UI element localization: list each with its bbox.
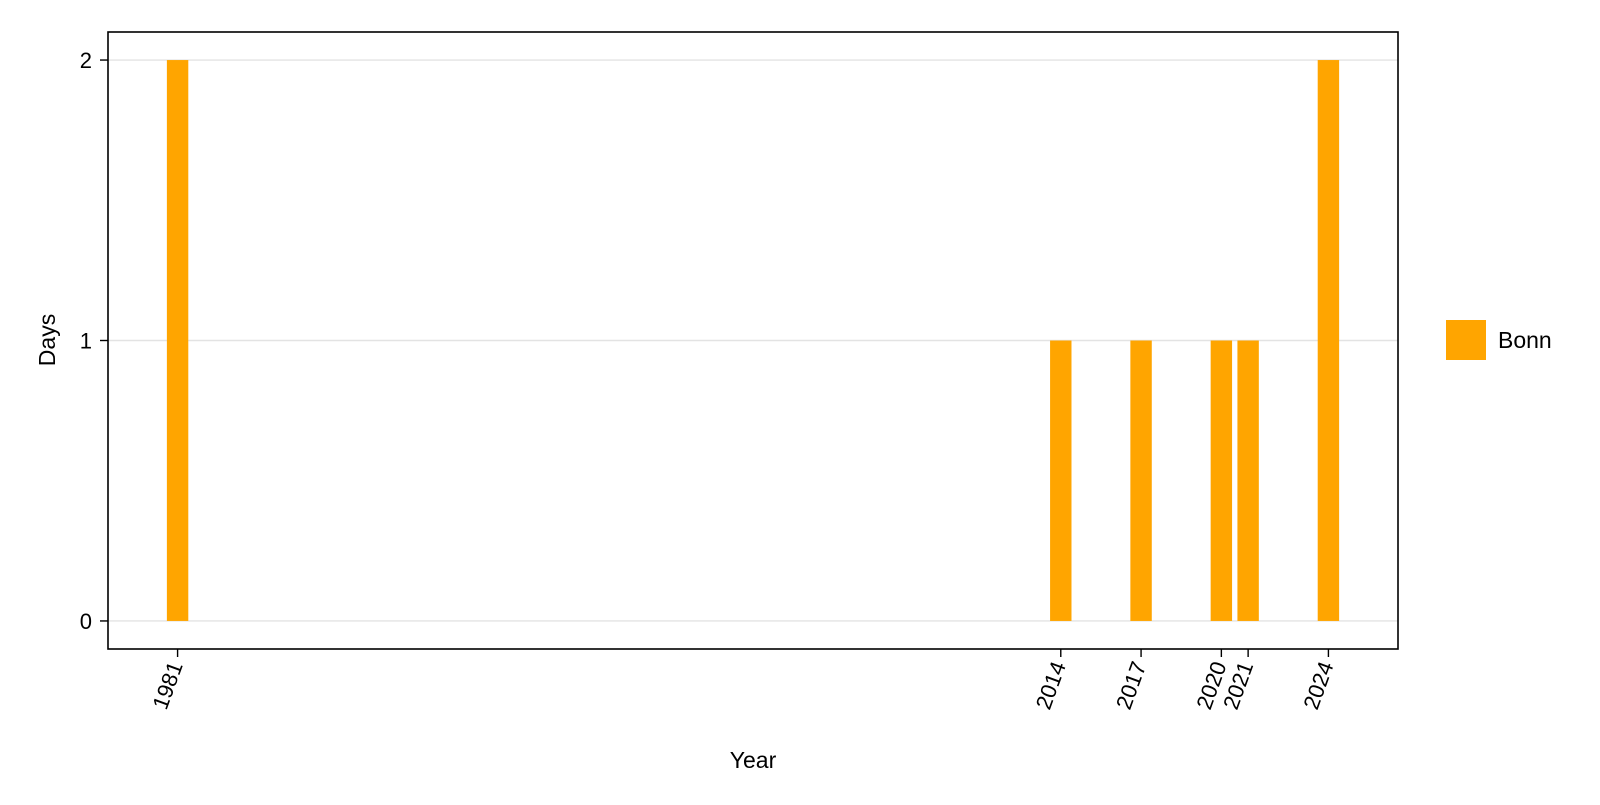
x-tick-label: 2014 — [1031, 658, 1071, 713]
bar — [1210, 340, 1233, 621]
legend-swatch-bonn — [1446, 320, 1486, 360]
gridlines — [108, 59, 1398, 622]
x-axis-title: Year — [730, 747, 777, 773]
x-tick-label: 2017 — [1111, 658, 1151, 713]
bar — [1050, 340, 1072, 621]
y-axis-title: Days — [34, 314, 60, 366]
x-tick-label: 1981 — [148, 658, 188, 713]
bar — [1237, 340, 1259, 621]
legend: Bonn — [1446, 320, 1552, 360]
bars — [166, 60, 1340, 621]
y-tick-label: 1 — [80, 329, 92, 354]
x-tick-label: 2024 — [1298, 658, 1338, 713]
legend-label-bonn: Bonn — [1498, 327, 1552, 353]
y-tick-label: 0 — [80, 609, 92, 634]
bar — [166, 60, 189, 621]
bar — [1130, 340, 1152, 621]
y-tick-label: 2 — [80, 48, 92, 73]
bar — [1317, 60, 1340, 621]
